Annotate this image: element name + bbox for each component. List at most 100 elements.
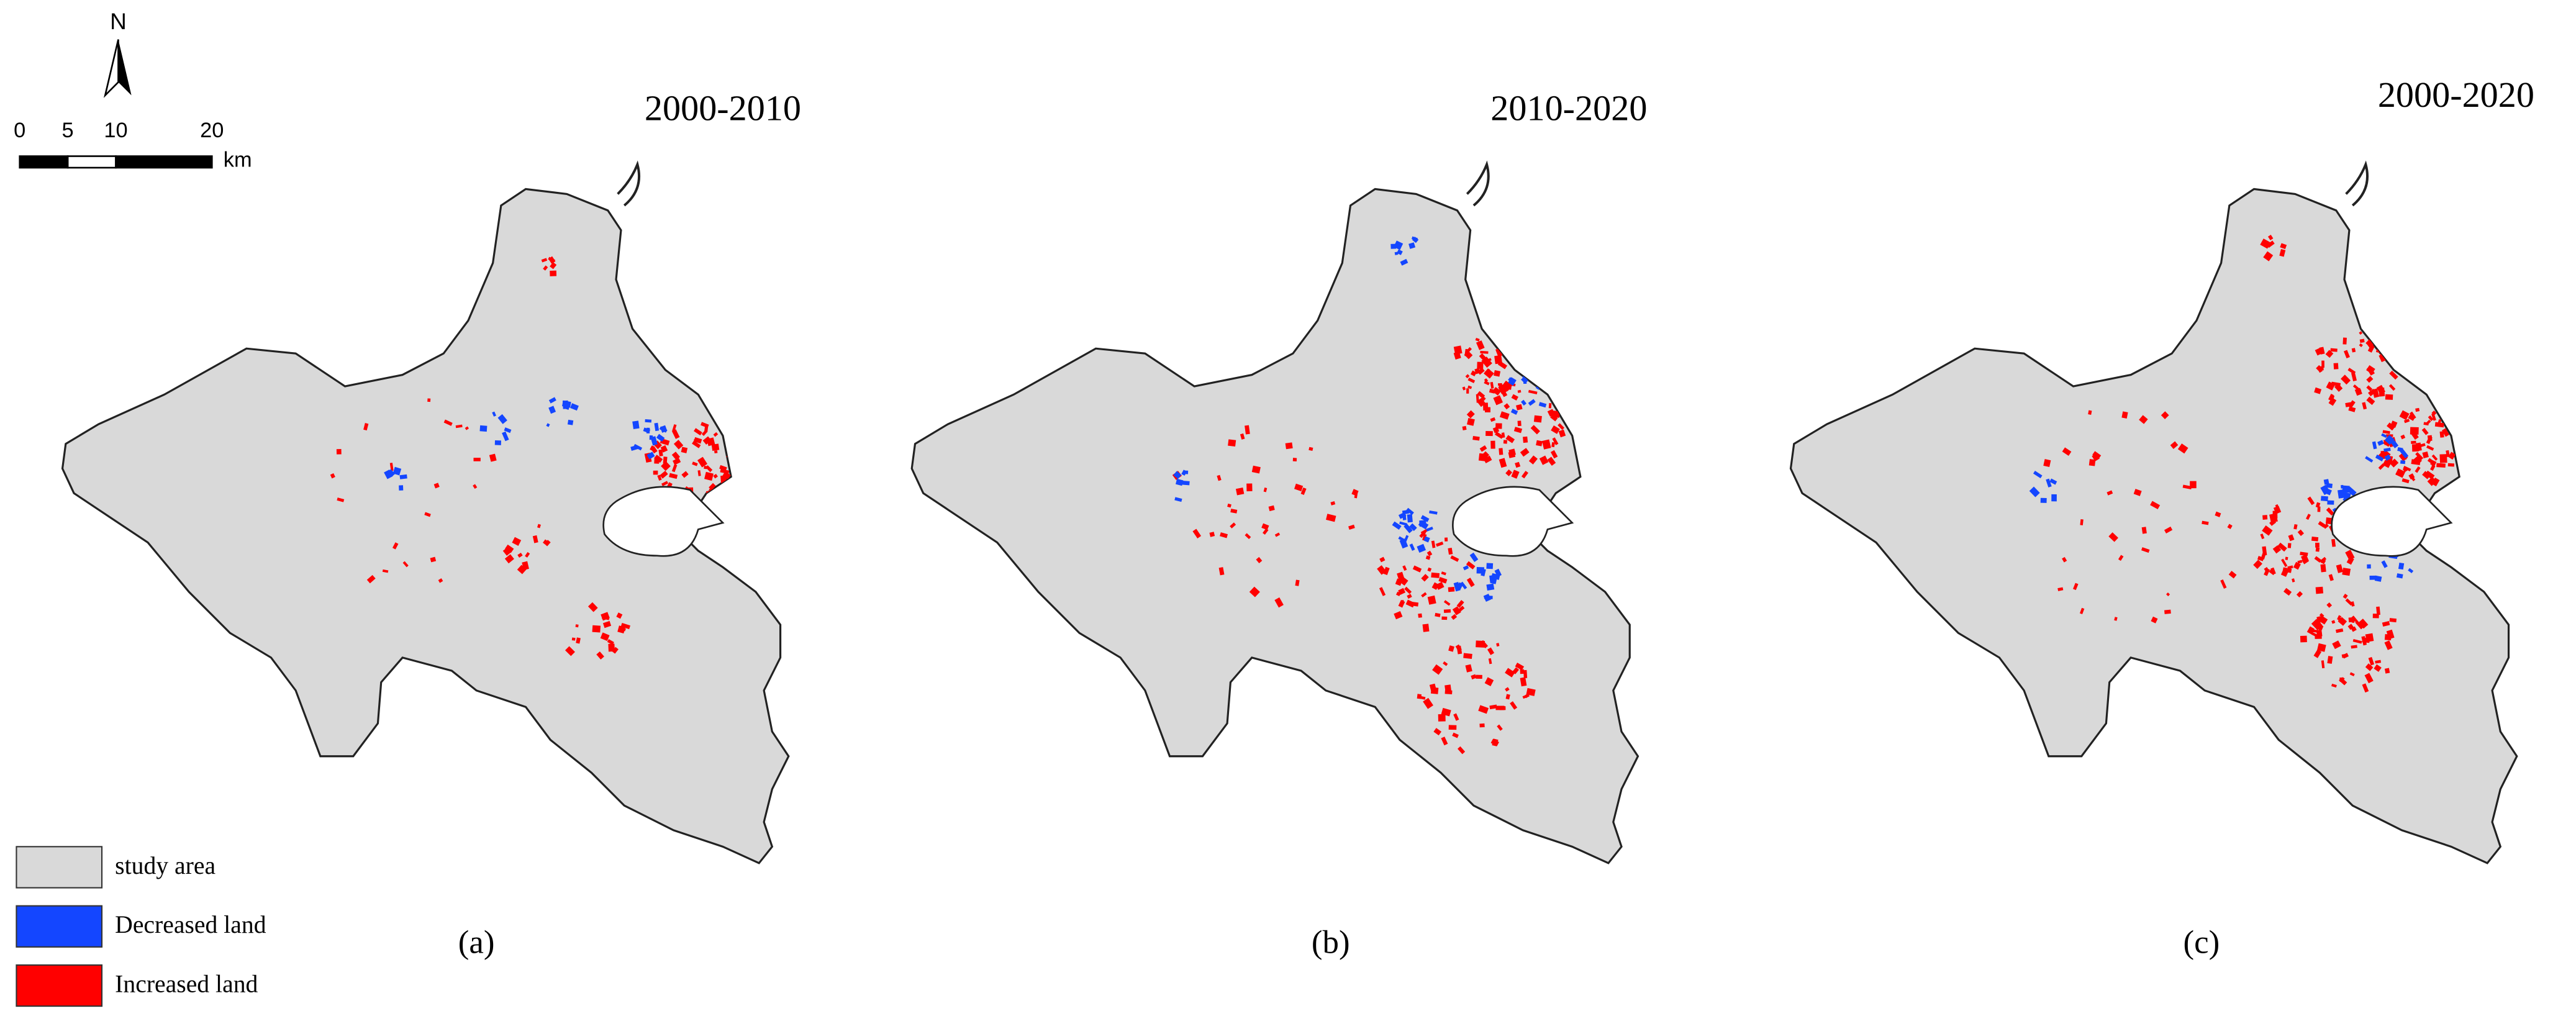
decreased-patch	[1420, 515, 1430, 522]
increased-patch	[2190, 481, 2197, 489]
increased-patch	[1485, 407, 1490, 413]
increased-patch	[1451, 614, 1458, 620]
decreased-patch	[2365, 456, 2374, 463]
increased-patch	[669, 473, 678, 479]
increased-patch	[1476, 674, 1482, 679]
increased-patch	[713, 432, 719, 437]
increased-patch	[1478, 396, 1486, 404]
increased-patch	[1402, 565, 1407, 571]
increased-patch	[1263, 487, 1268, 492]
increased-patch	[2262, 525, 2273, 536]
increased-patch	[1462, 425, 1467, 431]
increased-patch	[702, 436, 712, 445]
increased-patch	[1515, 663, 1525, 671]
increased-patch	[2387, 422, 2395, 431]
increased-patch	[1435, 541, 1444, 547]
increased-patch	[438, 578, 443, 583]
increased-patch	[2325, 517, 2332, 525]
decreased-patch	[2381, 560, 2388, 568]
decreased-patch	[1486, 563, 1494, 569]
increased-patch	[1263, 528, 1269, 535]
decreased-patch	[1463, 565, 1469, 571]
increased-patch	[1508, 451, 1516, 458]
decreased-patch	[497, 414, 507, 424]
decreased-patch	[546, 423, 550, 427]
increased-patch	[473, 458, 481, 461]
increased-patch	[550, 262, 557, 270]
increased-patch	[2377, 386, 2383, 392]
increased-patch	[2447, 463, 2455, 467]
increased-patch	[427, 398, 431, 402]
increased-patch	[1300, 487, 1307, 495]
panel-label: (b)	[1312, 924, 1350, 960]
increased-patch	[2318, 520, 2326, 528]
increased-patch	[2408, 414, 2416, 421]
increased-patch	[600, 632, 610, 642]
panel-title: 2000-2010	[645, 88, 801, 128]
increased-patch	[2114, 617, 2118, 621]
increased-patch	[2420, 443, 2426, 447]
increased-patch	[1294, 483, 1304, 492]
decreased-patch	[2383, 447, 2391, 452]
increased-patch	[1330, 501, 1336, 506]
increased-patch	[2283, 587, 2292, 596]
increased-patch	[1453, 713, 1459, 721]
increased-patch	[2431, 464, 2436, 468]
decreased-patch	[1491, 573, 1500, 580]
decreased-patch	[1400, 258, 1408, 266]
increased-patch	[1466, 388, 1469, 394]
increased-patch	[2345, 598, 2353, 606]
decreased-patch	[2326, 483, 2333, 488]
increased-patch	[1500, 388, 1508, 397]
increased-patch	[713, 473, 719, 479]
increased-patch	[596, 651, 604, 660]
increased-patch	[704, 465, 707, 469]
increased-patch	[2141, 527, 2147, 534]
increased-patch	[705, 465, 713, 473]
decreased-patch	[1476, 566, 1484, 574]
bay	[602, 486, 725, 557]
increased-patch	[2347, 624, 2354, 630]
decreased-patch	[567, 419, 574, 425]
increased-patch	[2365, 633, 2374, 642]
decreased-patch	[2341, 484, 2344, 489]
increased-patch	[672, 424, 677, 432]
decreased-patch	[2396, 573, 2403, 579]
increased-patch	[1418, 613, 1422, 618]
increased-patch	[2410, 427, 2419, 435]
increased-patch	[473, 484, 478, 489]
increased-patch	[1438, 714, 1446, 722]
increased-patch	[1484, 368, 1494, 379]
increased-patch	[402, 561, 409, 568]
scale-tick-label: 10	[104, 119, 127, 142]
decreased-patch	[1406, 507, 1414, 515]
increased-patch	[1465, 374, 1470, 379]
decreased-patch	[494, 440, 502, 445]
decreased-patch	[1429, 510, 1438, 515]
decreased-patch	[1409, 523, 1417, 532]
decreased-patch	[1521, 376, 1528, 384]
increased-patch	[455, 424, 463, 429]
increased-patch	[1435, 581, 1444, 590]
decreased-patch	[1399, 521, 1407, 526]
increased-patch	[2343, 350, 2350, 359]
increased-patch	[2317, 506, 2321, 512]
decreased-patch	[2408, 568, 2414, 574]
increased-patch	[681, 471, 689, 478]
increased-patch	[1533, 415, 1542, 423]
increased-patch	[502, 547, 512, 556]
increased-patch	[2415, 407, 2420, 412]
increased-patch	[2345, 550, 2355, 561]
map-panel	[910, 160, 1639, 864]
increased-patch	[2422, 451, 2429, 458]
increased-patch	[1493, 395, 1503, 406]
increased-patch	[1466, 410, 1475, 419]
increased-patch	[1479, 445, 1487, 452]
increased-patch	[612, 646, 619, 654]
increased-patch	[2088, 459, 2096, 466]
decreased-patch	[1426, 527, 1433, 532]
increased-patch	[2352, 639, 2362, 644]
increased-patch	[1431, 582, 1440, 590]
decreased-patch	[650, 436, 658, 446]
